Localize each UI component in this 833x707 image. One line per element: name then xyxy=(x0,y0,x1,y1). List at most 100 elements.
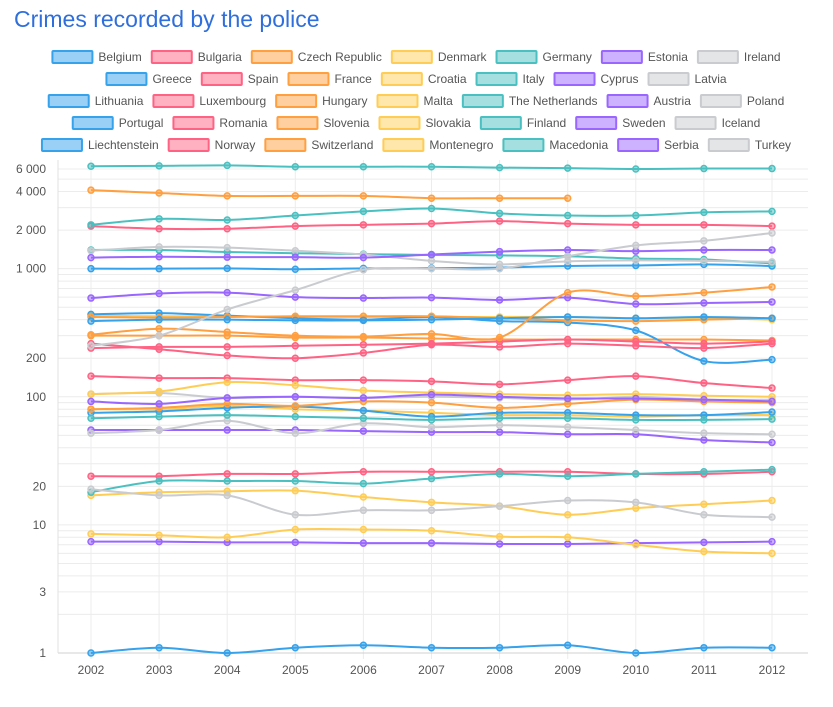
data-point[interactable] xyxy=(155,477,163,485)
legend-item-romania[interactable]: Romania xyxy=(172,116,268,130)
legend-item-malta[interactable]: Malta xyxy=(376,94,454,108)
legend-item-belgium[interactable]: Belgium xyxy=(51,50,142,64)
data-point[interactable] xyxy=(632,416,640,424)
data-point[interactable] xyxy=(359,414,368,422)
data-point[interactable] xyxy=(359,266,368,274)
data-point[interactable] xyxy=(223,351,231,360)
data-point[interactable] xyxy=(495,393,504,401)
data-point[interactable] xyxy=(291,412,300,421)
data-point[interactable] xyxy=(427,643,436,652)
data-point[interactable] xyxy=(359,221,368,229)
data-point[interactable] xyxy=(563,414,572,422)
legend-item-serbia[interactable]: Serbia xyxy=(617,138,699,152)
data-point[interactable] xyxy=(563,339,572,348)
data-point[interactable] xyxy=(223,378,231,386)
data-point[interactable] xyxy=(291,643,300,652)
legend-item-germany[interactable]: Germany xyxy=(495,50,592,64)
legend-item-hungary[interactable]: Hungary xyxy=(275,94,368,108)
data-point[interactable] xyxy=(359,340,368,349)
legend-item-liechtenstein[interactable]: Liechtenstein xyxy=(40,138,159,152)
data-point[interactable] xyxy=(700,237,708,245)
data-point[interactable] xyxy=(632,211,640,220)
data-point[interactable] xyxy=(223,161,231,170)
data-point[interactable] xyxy=(223,216,231,224)
data-point[interactable] xyxy=(291,286,300,294)
data-point[interactable] xyxy=(87,397,95,406)
data-point[interactable] xyxy=(291,538,300,547)
legend-item-latvia[interactable]: Latvia xyxy=(647,72,727,86)
data-point[interactable] xyxy=(700,538,708,547)
legend-item-czech-republic[interactable]: Czech Republic xyxy=(250,50,382,64)
data-point[interactable] xyxy=(632,300,640,308)
data-point[interactable] xyxy=(768,643,776,652)
data-point[interactable] xyxy=(495,209,504,218)
data-point[interactable] xyxy=(700,547,708,556)
data-point[interactable] xyxy=(495,380,504,389)
legend-item-bulgaria[interactable]: Bulgaria xyxy=(150,50,242,64)
data-point[interactable] xyxy=(87,162,95,171)
data-point[interactable] xyxy=(223,400,231,408)
data-point[interactable] xyxy=(223,491,231,500)
data-point[interactable] xyxy=(768,408,776,416)
data-point[interactable] xyxy=(768,438,776,447)
data-point[interactable] xyxy=(700,164,708,173)
data-point[interactable] xyxy=(359,316,368,325)
data-point[interactable] xyxy=(155,162,163,170)
data-point[interactable] xyxy=(700,299,708,307)
legend-item-norway[interactable]: Norway xyxy=(167,138,256,152)
data-point[interactable] xyxy=(87,372,95,380)
data-point[interactable] xyxy=(291,211,300,220)
data-point[interactable] xyxy=(427,416,436,424)
data-point[interactable] xyxy=(495,643,504,652)
data-point[interactable] xyxy=(495,421,504,429)
legend-item-lithuania[interactable]: Lithuania xyxy=(47,94,144,108)
data-point[interactable] xyxy=(291,525,300,534)
data-point[interactable] xyxy=(291,486,300,495)
data-point[interactable] xyxy=(632,165,640,173)
data-point[interactable] xyxy=(155,189,163,197)
data-point[interactable] xyxy=(223,394,231,402)
legend-item-turkey[interactable]: Turkey xyxy=(707,138,791,152)
data-point[interactable] xyxy=(291,331,300,340)
data-point[interactable] xyxy=(291,293,300,301)
data-point[interactable] xyxy=(700,344,708,352)
data-point[interactable] xyxy=(632,504,640,512)
data-point[interactable] xyxy=(87,342,95,350)
data-point[interactable] xyxy=(427,194,436,202)
data-point[interactable] xyxy=(87,330,95,339)
data-point[interactable] xyxy=(155,537,163,546)
legend-item-finland[interactable]: Finland xyxy=(479,116,566,130)
data-point[interactable] xyxy=(632,540,640,549)
data-point[interactable] xyxy=(700,357,708,365)
data-point[interactable] xyxy=(155,491,163,500)
data-point[interactable] xyxy=(632,470,640,478)
data-point[interactable] xyxy=(700,643,708,652)
data-point[interactable] xyxy=(768,246,776,254)
data-point[interactable] xyxy=(359,349,368,357)
legend-item-greece[interactable]: Greece xyxy=(105,72,192,86)
data-point[interactable] xyxy=(291,470,300,478)
data-point[interactable] xyxy=(768,164,776,173)
data-point[interactable] xyxy=(495,502,504,510)
data-point[interactable] xyxy=(768,465,776,474)
data-point[interactable] xyxy=(291,316,300,325)
data-point[interactable] xyxy=(768,415,776,423)
data-point[interactable] xyxy=(495,404,504,412)
legend-item-the-netherlands[interactable]: The Netherlands xyxy=(461,94,598,108)
data-point[interactable] xyxy=(495,217,504,225)
data-point[interactable] xyxy=(427,315,436,324)
data-point[interactable] xyxy=(495,470,504,478)
data-point[interactable] xyxy=(359,479,368,488)
data-point[interactable] xyxy=(427,474,436,483)
data-point[interactable] xyxy=(768,537,776,546)
data-point[interactable] xyxy=(768,549,776,558)
data-point[interactable] xyxy=(87,264,95,273)
legend-item-iceland[interactable]: Iceland xyxy=(674,116,761,130)
data-point[interactable] xyxy=(223,305,231,314)
data-point[interactable] xyxy=(155,289,163,298)
data-point[interactable] xyxy=(632,241,640,250)
data-point[interactable] xyxy=(495,314,504,323)
data-point[interactable] xyxy=(700,313,708,321)
data-point[interactable] xyxy=(427,398,436,407)
data-point[interactable] xyxy=(427,467,436,476)
